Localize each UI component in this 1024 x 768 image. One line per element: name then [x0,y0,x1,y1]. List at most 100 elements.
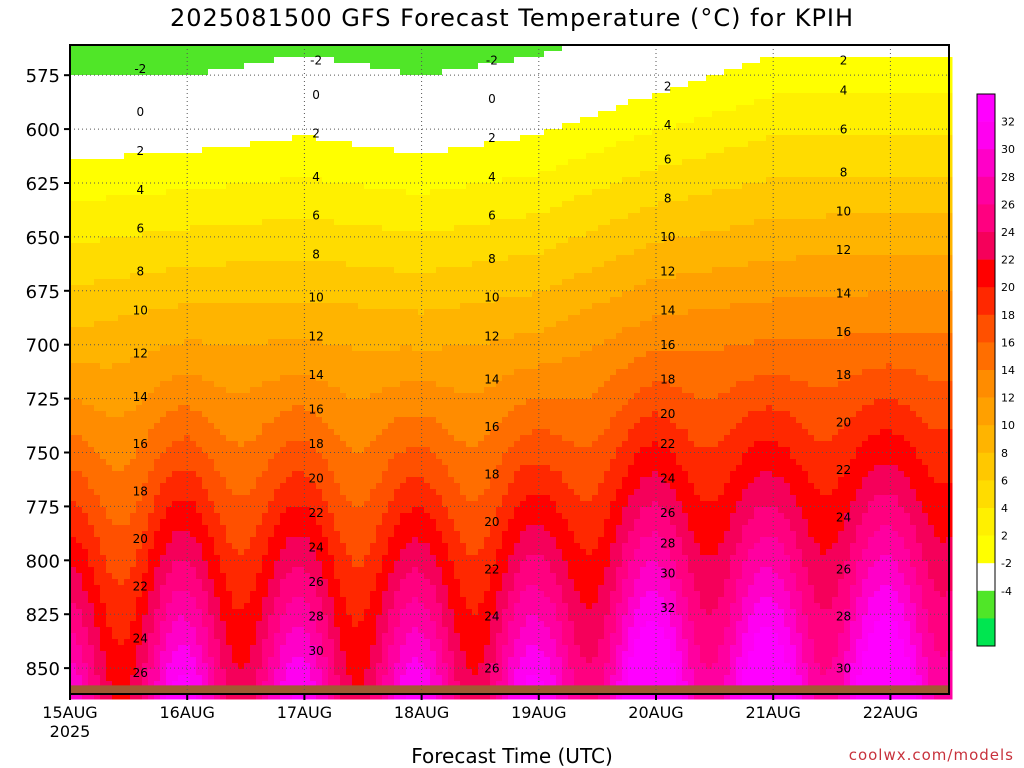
contour-label: 26 [484,661,499,675]
contour-label: 32 [660,601,675,615]
x-tick-label: 20AUG [628,703,683,722]
contour-label: 22 [660,437,675,451]
colorbar-label: 30 [1001,143,1015,156]
colorbar-swatch [977,94,995,122]
colorbar-label: 10 [1001,419,1015,432]
contour-label: 6 [840,122,848,136]
contour-label: 10 [308,291,323,305]
contour-label: 30 [660,567,675,581]
contour-label: -2 [134,62,146,76]
contour-label: 26 [133,666,148,680]
colorbar-swatch [977,204,995,232]
contour-label: 30 [308,644,323,658]
contour-label: 6 [136,222,144,236]
x-tick-label: 19AUG [511,703,566,722]
contour-label: 20 [308,472,323,486]
contour-label: 0 [312,88,320,102]
credit-link[interactable]: coolwx.com/models [849,746,1014,764]
colorbar-label: 4 [1001,502,1008,515]
contour-label: 14 [836,286,851,300]
contour-label: 12 [836,243,851,257]
x-tick-label: 15AUG [42,703,97,722]
contour-label: 8 [664,191,672,205]
contour-label: 2 [664,79,672,93]
contour-label: 12 [308,329,323,343]
colorbar-swatch [977,480,995,508]
contour-label: 28 [660,536,675,550]
colorbar-swatch [977,315,995,343]
colorbar-label: 12 [1001,392,1015,405]
colorbar-label: -2 [1001,557,1012,570]
colorbar-swatch [977,536,995,564]
contour-label: 4 [840,84,848,98]
x-tick-label: 18AUG [394,703,449,722]
contour-label: -2 [486,53,498,67]
colorbar-label: -4 [1001,585,1012,598]
contour-label: 6 [312,209,320,223]
contour-label: 20 [133,532,148,546]
contour-label: 22 [133,580,148,594]
y-tick-label: 700 [26,336,60,357]
colorbar-label: 20 [1001,281,1015,294]
contour-label: 30 [836,661,851,675]
contour-label: 18 [660,373,675,387]
colorbar-label: 16 [1001,336,1015,349]
contour-label: 4 [312,170,320,184]
y-tick-label: 575 [26,66,60,87]
colorbar-swatch [977,398,995,426]
x-tick-label: 21AUG [745,703,800,722]
colorbar-swatch [977,453,995,481]
contour-label: 10 [484,291,499,305]
contour-label: 12 [133,347,148,361]
contour-label: 26 [308,575,323,589]
contour-label: 24 [836,511,851,525]
colorbar-label: 6 [1001,474,1008,487]
colorbar-swatch [977,149,995,177]
colorbar-swatch [977,563,995,591]
contour-label: 26 [836,562,851,576]
contour-label: 10 [660,230,675,244]
colorbar-label: 32 [1001,116,1015,129]
contour-label: 10 [836,204,851,218]
colorbar-swatch [977,122,995,150]
colorbar-swatch [977,508,995,536]
contour-label: 24 [133,631,148,645]
y-tick-label: 825 [26,605,60,626]
contour-label: 8 [312,247,320,261]
colorbar-label: 18 [1001,309,1015,322]
contour-label: 12 [484,329,499,343]
contour-label: -2 [310,53,322,67]
x-tick-label: 16AUG [159,703,214,722]
contour-label: 16 [484,420,499,434]
contour-label: 2 [136,144,144,158]
temperature-field [70,45,953,700]
y-tick-label: 650 [26,228,60,249]
contour-label: 2 [312,127,320,141]
y-tick-label: 725 [26,390,60,411]
contour-label: 12 [660,265,675,279]
colorbar-label: 24 [1001,226,1015,239]
contour-label: 28 [308,610,323,624]
y-tick-label: 750 [26,444,60,465]
contour-label: 4 [664,118,672,132]
contour-label: 26 [660,506,675,520]
colorbar-label: 28 [1001,171,1015,184]
colorbar-label: 2 [1001,530,1008,543]
contour-label: 18 [308,437,323,451]
y-tick-label: 775 [26,497,60,518]
contour-label: 20 [660,407,675,421]
colorbar-swatch [977,370,995,398]
colorbar-label: 22 [1001,254,1015,267]
contour-label: 8 [840,166,848,180]
colorbar-swatch [977,342,995,370]
y-tick-label: 800 [26,551,60,572]
contour-label: 20 [836,416,851,430]
contour-label: 24 [308,541,323,555]
x-year-label: 2025 [50,722,91,741]
contour-label: 0 [488,92,496,106]
contour-label: 24 [484,610,499,624]
contour-label: 14 [660,304,675,318]
contour-label: 18 [133,485,148,499]
colorbar-label: 14 [1001,364,1015,377]
